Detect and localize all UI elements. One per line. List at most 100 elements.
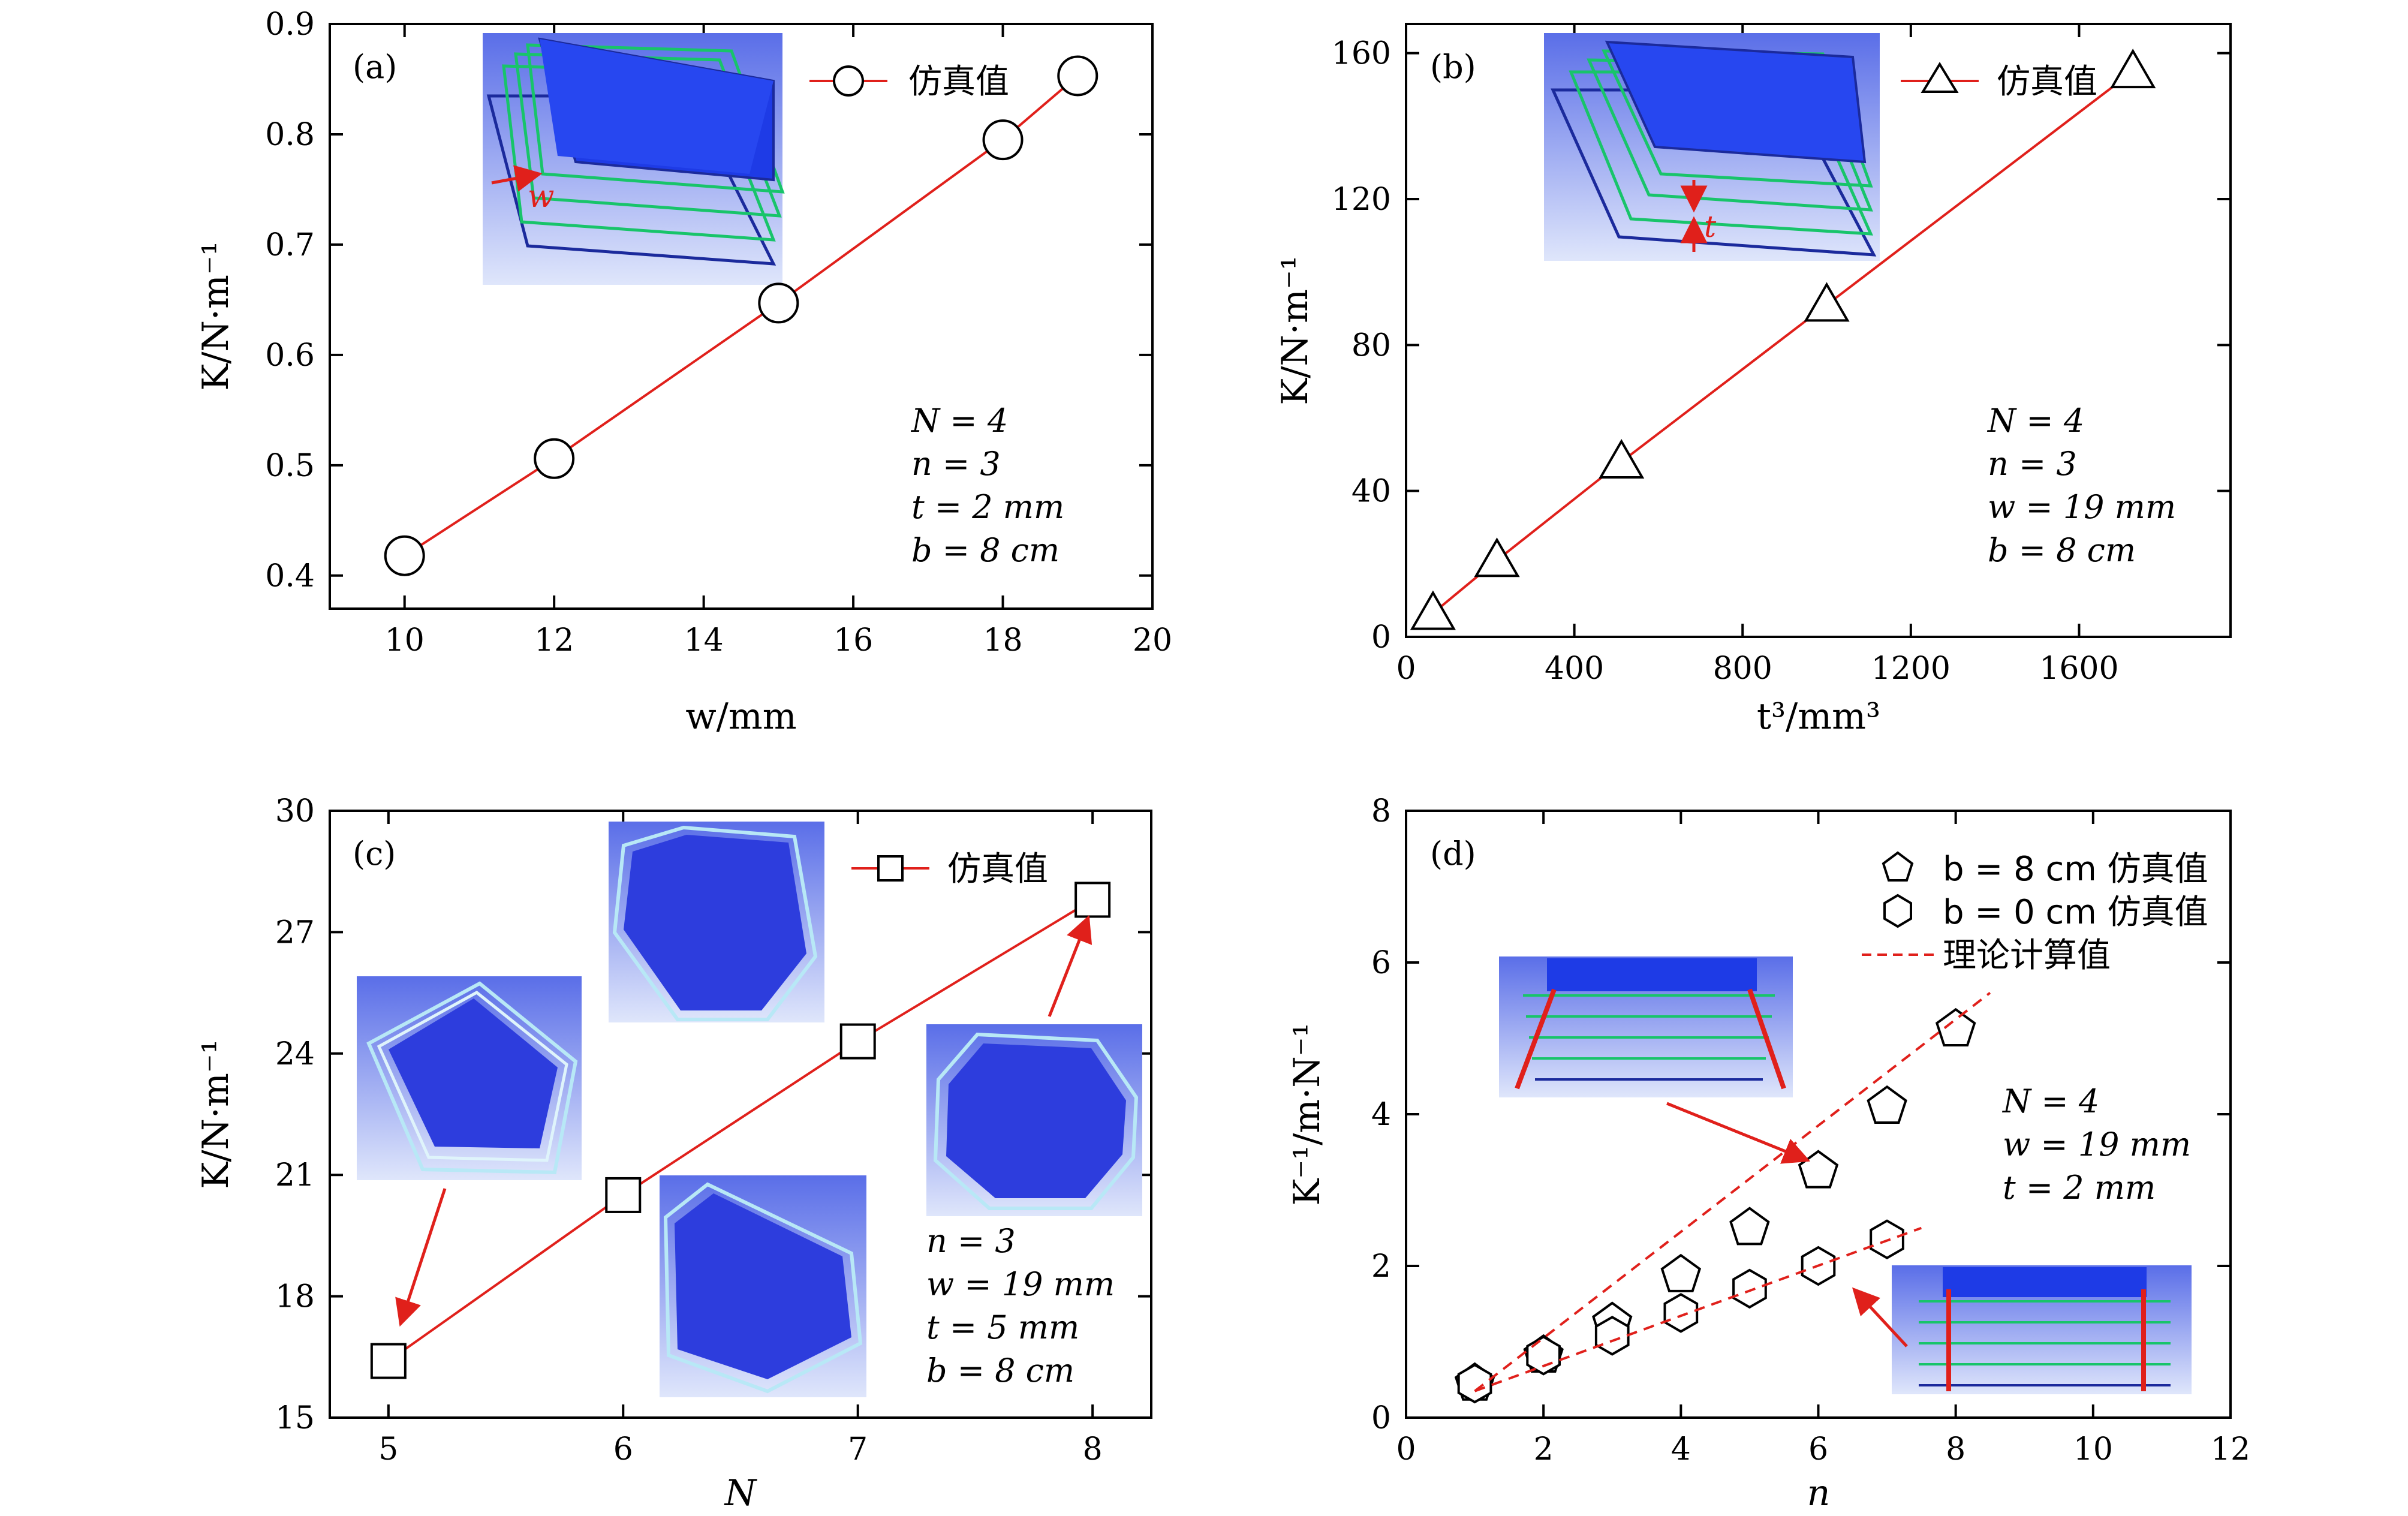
y-tick-label-b: 0 [1371,619,1391,655]
legend-marker-circle [833,65,864,97]
theory-line-d [1474,992,1991,1392]
legend-label-d-2: b = 0 cm 仿真值 [1943,893,2208,932]
y-tick-label-a: 0.8 [265,117,315,153]
inset-rectangular-spring-thickness: t [1544,33,1880,261]
x-tick-label-a: 18 [983,622,1022,658]
x-tick-label-d: 10 [2073,1431,2113,1467]
y-axis-label-b: K/N·m⁻¹ [1274,255,1316,405]
y-tick-label-c: 21 [275,1157,315,1193]
y-tick-label-a: 0.9 [265,7,315,43]
series-a [384,55,1098,576]
legend-a: 仿真值 [809,62,1009,101]
y-tick-label-a: 0.6 [265,338,315,374]
annotation-c-2: w = 19 mm [926,1265,1115,1303]
y-tick-label-a: 0.7 [265,227,315,263]
legend-label-b: 仿真值 [1997,62,2097,101]
legend-marker-hexagon [1883,894,1912,928]
data-point-b-triangle [1804,282,1850,322]
plot-frame-a [329,23,1154,610]
data-point-c-square [839,1023,876,1060]
x-tick-label-b: 1200 [1871,651,1951,687]
annotation-b-3: w = 19 mm [1988,488,2176,526]
x-tick-label-a: 10 [385,622,425,658]
plot-frame-b [1405,23,2232,638]
axis-ticks-c: 5 6 7 8 15 18 21 24 27 30 [275,793,1151,1467]
annotation-a-3: t = 2 mm [911,488,1064,526]
y-axis-label-a: K/N·m⁻¹ [195,241,237,390]
data-point-a-circle [982,119,1024,161]
x-axis-label-c: N [724,1472,758,1514]
legend-marker-triangle [1921,62,1959,93]
x-tick-label-d: 2 [1534,1431,1554,1467]
panel-b: 0 400 800 1200 1600 0 40 80 120 160 t 仿真值 (b) N =… [1274,23,2232,738]
legend-c: 仿真值 [851,850,1048,889]
y-tick-label-a: 0.4 [265,558,315,594]
y-tick-label-b: 120 [1332,182,1391,218]
legend-marker-square [877,855,904,882]
y-tick-label-b: 160 [1332,36,1391,72]
y-tick-label-a: 0.5 [265,448,315,484]
y-tick-label-c: 30 [275,793,315,829]
plot-frame-c [329,810,1152,1419]
data-point-d-hexagon [1732,1268,1767,1309]
y-tick-label-d: 8 [1371,793,1391,829]
annotation-a-4: b = 8 cm [911,531,1059,569]
annotation-a-2: n = 3 [911,445,1001,483]
annotation-d-3: t = 2 mm [2003,1169,2156,1207]
annotations-d: N = 4 w = 19 mm t = 2 mm [2001,1082,2191,1207]
annotation-c-1: n = 3 [926,1222,1016,1260]
annotation-d-1: N = 4 [2001,1082,2099,1120]
axis-ticks-a: 10 12 14 16 18 20 0.4 0.5 0.6 0.7 0.8 0.9 [265,7,1172,658]
panel-label-d: (d) [1430,835,1476,873]
x-tick-label-a: 20 [1133,622,1172,658]
annotations-a: N = 4 n = 3 t = 2 mm b = 8 cm [910,402,1064,569]
annotations-b: N = 4 n = 3 w = 19 mm b = 8 cm [1986,402,2176,569]
inset-stacked-spring-lower [1892,1265,2192,1394]
inset-label-t: t [1704,209,1717,244]
arrow-pentagon-to-point [395,1188,447,1327]
data-point-c-square [605,1177,642,1213]
x-tick-label-b: 400 [1545,651,1604,687]
inset-rectangular-spring: w [483,33,785,285]
series-line-c [387,898,1094,1362]
arrow-octagon-to-point [1048,915,1092,1017]
panel-label-c: (c) [353,835,396,873]
legend-label-d-1: b = 8 cm 仿真值 [1943,850,2208,889]
annotation-b-2: n = 3 [1988,445,2077,483]
legend-label-d-3: 理论计算值 [1943,936,2111,975]
y-tick-label-b: 80 [1352,327,1391,363]
y-tick-label-b: 40 [1352,474,1391,510]
data-point-d-hexagon [1526,1335,1561,1376]
inset-pentagon-spring [357,976,582,1180]
x-tick-label-a: 12 [534,622,574,658]
x-tick-label-a: 16 [833,622,873,658]
legend-label-a: 仿真值 [908,62,1009,101]
data-point-a-circle [1057,55,1098,97]
x-axis-label-b: t³/mm³ [1757,696,1880,738]
data-point-d-pentagon [1935,1007,1976,1046]
series-b [1410,49,2156,630]
legend-d: b = 8 cm 仿真值 b = 0 cm 仿真值 理论计算值 [1862,850,2208,975]
x-tick-label-d: 12 [2211,1431,2250,1467]
y-axis-label-c: K/N·m⁻¹ [195,1039,237,1189]
data-point-d-hexagon [1457,1363,1492,1404]
y-tick-label-d: 6 [1371,945,1391,981]
theory-line-d [1474,1226,1922,1392]
series-d [1454,992,1991,1404]
x-tick-label-d: 8 [1946,1431,1965,1467]
panel-label-a: (a) [353,48,397,86]
data-point-d-pentagon [1867,1085,1907,1124]
x-tick-label-c: 6 [613,1431,633,1467]
y-tick-label-c: 18 [275,1279,315,1315]
x-axis-label-d: n [1807,1472,1831,1514]
data-point-d-hexagon [1663,1293,1699,1333]
annotation-b-1: N = 4 [1986,402,2084,440]
arrow-upper-inset-to-point [1666,1102,1811,1164]
data-point-d-pentagon [1798,1150,1839,1189]
inset-octagon-spring [926,1024,1142,1216]
x-tick-label-c: 5 [378,1431,398,1467]
data-point-a-circle [384,535,425,576]
y-axis-label-d: K⁻¹/m·N⁻¹ [1286,1023,1328,1206]
y-tick-label-d: 0 [1371,1400,1391,1436]
